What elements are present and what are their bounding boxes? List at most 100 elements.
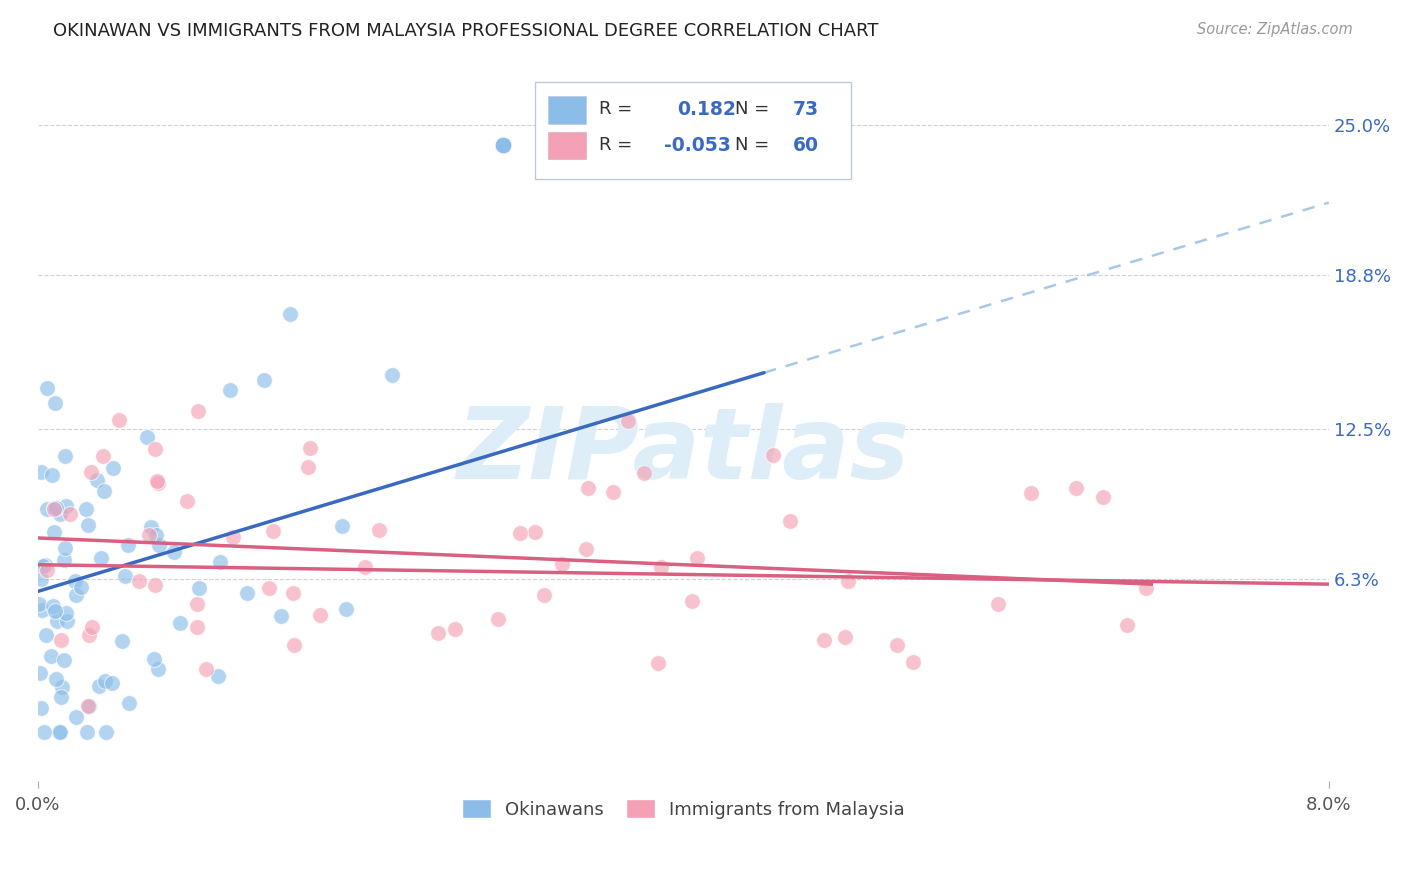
- Point: [86, 473, 108, 487]
- Point: [41, 467, 63, 482]
- Text: 60: 60: [793, 136, 820, 154]
- Point: [28, 597, 51, 611]
- Point: [76, 517, 98, 532]
- Point: [509, 526, 531, 541]
- Point: [145, 528, 167, 542]
- Point: [90, 550, 112, 565]
- Point: [117, 538, 139, 552]
- Point: [34, 628, 56, 642]
- Text: N =: N =: [735, 100, 769, 119]
- Point: [55, 606, 77, 620]
- Point: [45, 615, 67, 629]
- Text: 73: 73: [793, 100, 820, 119]
- Text: R =: R =: [599, 100, 633, 119]
- Point: [31, 603, 53, 617]
- Point: [576, 481, 599, 495]
- Point: [813, 633, 835, 648]
- Point: [236, 586, 259, 600]
- Text: OKINAWAN VS IMMIGRANTS FROM MALAYSIA PROFESSIONAL DEGREE CORRELATION CHART: OKINAWAN VS IMMIGRANTS FROM MALAYSIA PRO…: [53, 22, 879, 40]
- Point: [45, 501, 67, 516]
- Point: [110, 633, 132, 648]
- Point: [163, 545, 186, 559]
- Point: [30, 701, 52, 715]
- Point: [128, 574, 150, 588]
- Point: [30, 465, 52, 479]
- Point: [219, 383, 242, 397]
- Point: [762, 448, 785, 462]
- Point: [44, 396, 66, 410]
- Point: [118, 696, 141, 710]
- Point: [94, 725, 117, 739]
- Point: [523, 524, 546, 539]
- Text: Source: ZipAtlas.com: Source: ZipAtlas.com: [1197, 22, 1353, 37]
- Point: [77, 698, 100, 713]
- Point: [142, 652, 165, 666]
- Point: [114, 569, 136, 583]
- Point: [82, 620, 104, 634]
- Point: [330, 519, 353, 533]
- Text: ZIPatlas: ZIPatlas: [457, 402, 910, 500]
- Point: [886, 639, 908, 653]
- Point: [309, 608, 332, 623]
- Text: N =: N =: [735, 136, 769, 154]
- Text: -0.053: -0.053: [664, 136, 731, 154]
- Point: [176, 493, 198, 508]
- Point: [551, 557, 574, 571]
- Legend: Okinawans, Immigrants from Malaysia: Okinawans, Immigrants from Malaysia: [454, 792, 912, 826]
- Point: [207, 669, 229, 683]
- Point: [257, 581, 280, 595]
- Point: [145, 474, 167, 488]
- Point: [486, 612, 509, 626]
- Point: [53, 450, 76, 464]
- Point: [55, 500, 77, 514]
- Point: [1019, 485, 1042, 500]
- Point: [602, 485, 624, 500]
- Point: [30, 666, 52, 681]
- Point: [901, 656, 924, 670]
- Text: R =: R =: [599, 136, 633, 154]
- Point: [145, 578, 167, 592]
- Point: [575, 542, 598, 557]
- Point: [209, 555, 232, 569]
- Point: [143, 442, 166, 456]
- Point: [297, 460, 319, 475]
- Point: [222, 530, 245, 544]
- Point: [69, 580, 91, 594]
- Point: [834, 630, 856, 644]
- Point: [75, 501, 97, 516]
- Point: [42, 599, 65, 614]
- Point: [381, 368, 404, 382]
- Point: [51, 690, 73, 704]
- Point: [647, 657, 669, 671]
- Point: [186, 620, 208, 634]
- Point: [100, 676, 122, 690]
- Point: [53, 653, 76, 667]
- Point: [837, 574, 859, 589]
- Point: [262, 524, 284, 539]
- Point: [1135, 581, 1157, 595]
- Point: [444, 622, 467, 636]
- Point: [39, 648, 62, 663]
- Point: [138, 528, 160, 542]
- Point: [186, 597, 208, 611]
- Text: 0.182: 0.182: [676, 100, 735, 119]
- Point: [91, 449, 114, 463]
- FancyBboxPatch shape: [548, 96, 586, 124]
- Point: [681, 594, 703, 608]
- Point: [53, 553, 76, 567]
- Point: [35, 564, 58, 578]
- Point: [48, 508, 70, 522]
- Point: [44, 604, 66, 618]
- Point: [45, 672, 67, 686]
- Point: [79, 465, 101, 479]
- Point: [101, 461, 124, 475]
- Point: [368, 524, 391, 538]
- Point: [30, 572, 52, 586]
- Point: [270, 608, 292, 623]
- Point: [87, 679, 110, 693]
- Point: [278, 307, 301, 321]
- Point: [77, 628, 100, 642]
- Point: [146, 476, 169, 491]
- Point: [427, 626, 450, 640]
- Point: [533, 588, 555, 602]
